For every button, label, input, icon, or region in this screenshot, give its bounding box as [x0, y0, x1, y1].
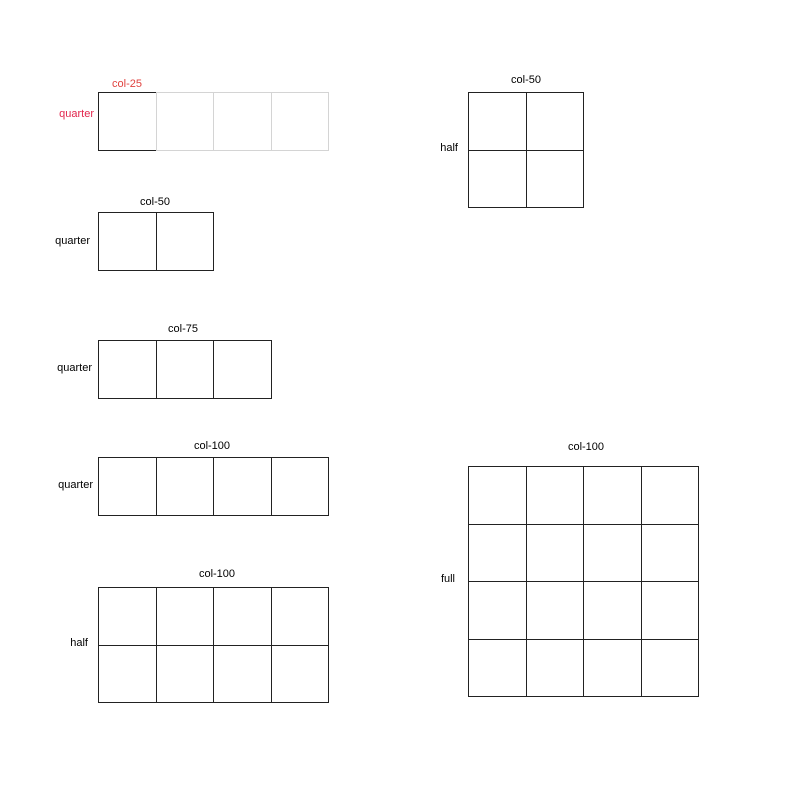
- grid-cell: [525, 466, 584, 525]
- grid-cell: [98, 92, 157, 151]
- grid-col-100-quarter: [98, 457, 329, 516]
- row-label-quarter: quarter: [57, 362, 92, 374]
- grid-col-50-quarter: [98, 212, 214, 271]
- grid-cell: [270, 457, 329, 516]
- grid-cell: [155, 340, 214, 399]
- col-label-col-50: col-50: [511, 74, 541, 86]
- grid-col-50-half: [468, 92, 584, 208]
- grid-col-75-quarter: [98, 340, 272, 399]
- grid-cell: [270, 644, 329, 703]
- col-label-col-100: col-100: [198, 568, 236, 580]
- grid-cell: [583, 466, 642, 525]
- col-label-col-75: col-75: [168, 323, 198, 335]
- grid-cell: [98, 457, 157, 516]
- grid-cell: [213, 340, 272, 399]
- grid-cell: [98, 340, 157, 399]
- grid-cell: [98, 587, 157, 646]
- grid-cell: [525, 149, 584, 208]
- grid-cell: [583, 523, 642, 582]
- grid-cell: [640, 523, 699, 582]
- row-label-half: half: [70, 637, 88, 649]
- row-label-quarter: quarter: [59, 108, 94, 120]
- grid-cell: [468, 466, 527, 525]
- col-label-col-100: col-100: [567, 441, 605, 453]
- grid-cell-empty: [213, 92, 272, 151]
- col-label-col-25: col-25: [112, 78, 142, 90]
- grid-cell: [525, 581, 584, 640]
- grid-cell: [213, 644, 272, 703]
- grid-cell: [640, 581, 699, 640]
- row-label-quarter: quarter: [55, 235, 90, 247]
- grid-cell: [525, 92, 584, 151]
- grid-col-100-full: [468, 466, 699, 697]
- grid-cell: [640, 638, 699, 697]
- row-label-full: full: [440, 573, 455, 585]
- grid-cell: [525, 523, 584, 582]
- grid-cell: [468, 149, 527, 208]
- grid-cell: [213, 457, 272, 516]
- grid-cell: [583, 638, 642, 697]
- col-label-col-100: col-100: [193, 440, 231, 452]
- grid-col-100-half: [98, 587, 329, 703]
- grid-cell: [155, 457, 214, 516]
- grid-col-25-quarter: [98, 92, 329, 151]
- grid-cell-empty: [155, 92, 214, 151]
- col-label-col-50: col-50: [140, 196, 170, 208]
- grid-cell: [583, 581, 642, 640]
- grid-cell: [525, 638, 584, 697]
- grid-cell: [155, 587, 214, 646]
- grid-cell: [468, 92, 527, 151]
- row-label-quarter: quarter: [58, 479, 93, 491]
- grid-cell: [640, 466, 699, 525]
- grid-cell: [155, 212, 214, 271]
- grid-cell: [98, 212, 157, 271]
- grid-cell: [468, 581, 527, 640]
- grid-cell: [468, 523, 527, 582]
- grid-cell: [213, 587, 272, 646]
- grid-cell: [98, 644, 157, 703]
- grid-cell-empty: [270, 92, 329, 151]
- row-label-half: half: [440, 142, 458, 154]
- grid-cell: [468, 638, 527, 697]
- grid-cell: [270, 587, 329, 646]
- grid-cell: [155, 644, 214, 703]
